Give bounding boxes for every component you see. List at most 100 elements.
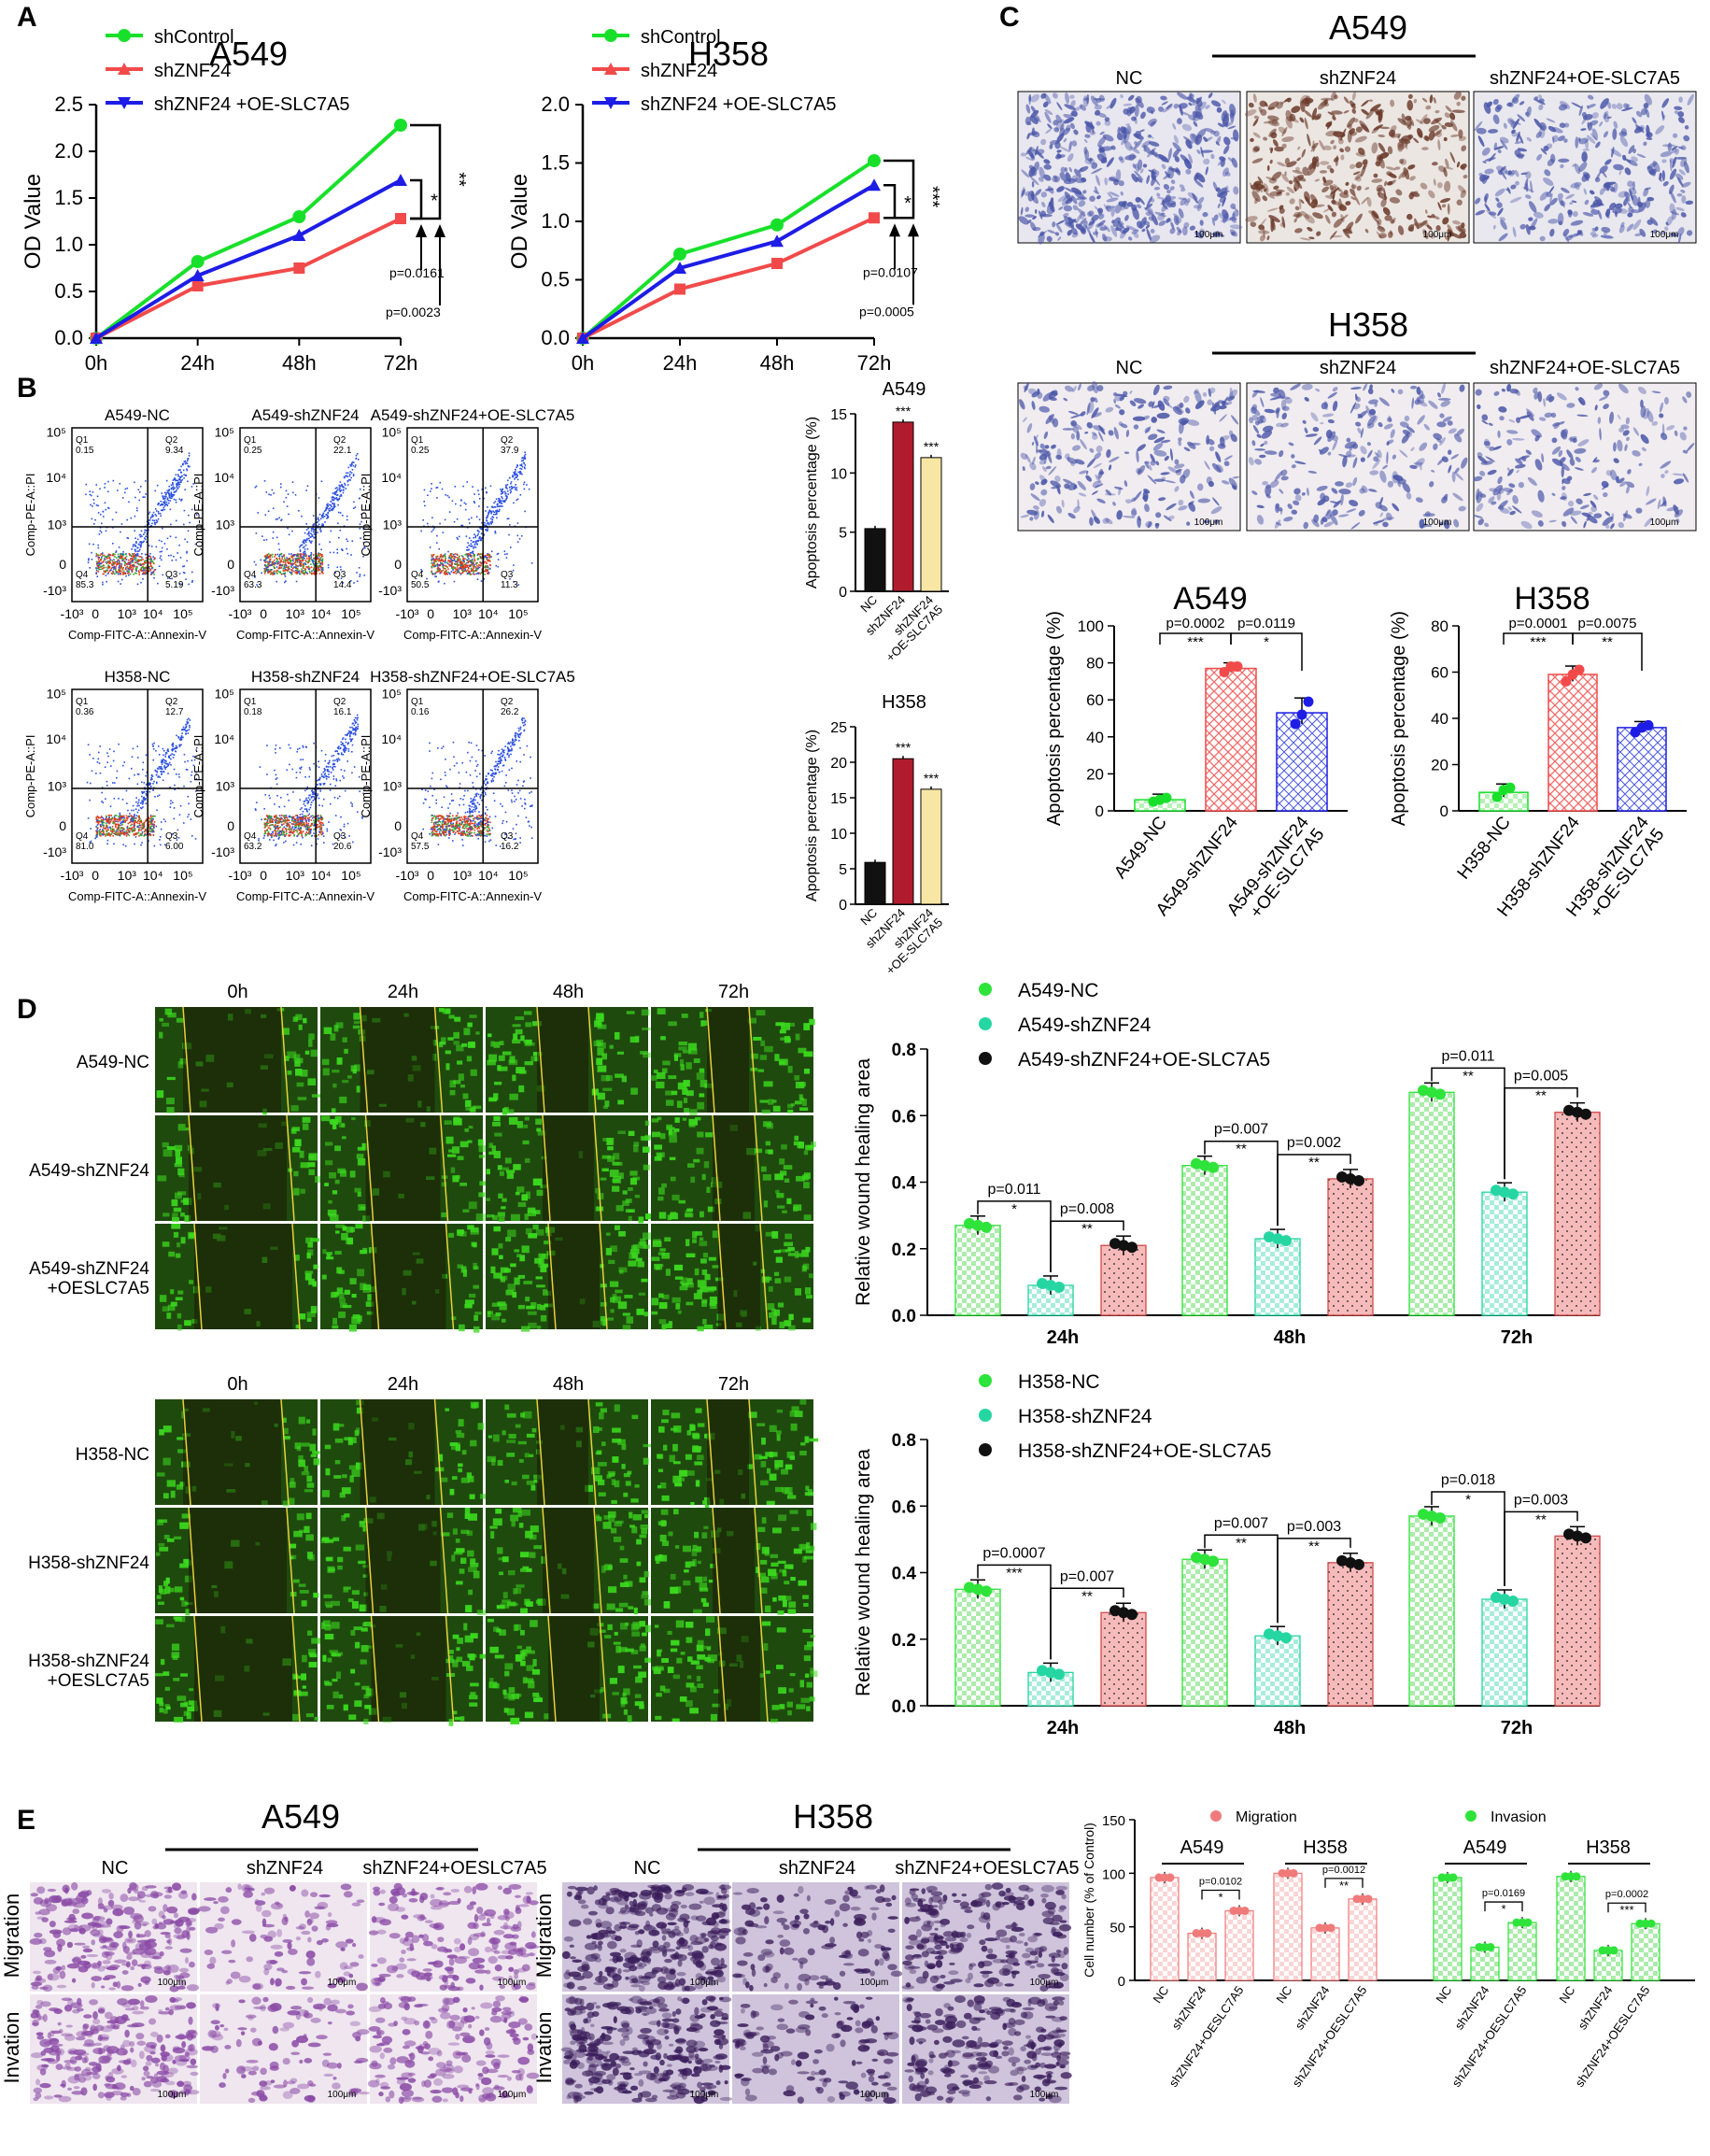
flow-event xyxy=(337,499,339,502)
flow-event xyxy=(266,773,268,775)
flow-event xyxy=(152,759,154,761)
flow-event xyxy=(142,559,144,560)
flow-event xyxy=(120,566,123,568)
legend-marker xyxy=(118,63,131,75)
flow-event xyxy=(103,560,105,562)
flow-event xyxy=(105,818,106,820)
flow-event xyxy=(117,826,120,828)
flow-event xyxy=(120,818,122,820)
flow-event xyxy=(175,745,177,747)
flow-event xyxy=(468,518,470,520)
flow-event xyxy=(284,821,287,824)
flow-event xyxy=(350,740,352,742)
flow-event xyxy=(294,569,297,572)
flow-event xyxy=(307,561,309,564)
flow-event xyxy=(516,541,519,543)
flow-event xyxy=(459,568,460,570)
flow-event xyxy=(132,804,134,807)
flow-event xyxy=(442,532,445,533)
flow-event xyxy=(172,489,175,490)
flow-event xyxy=(304,539,307,542)
flow-event xyxy=(473,574,475,575)
flow-x-tick: -10³ xyxy=(61,606,84,621)
flow-event xyxy=(97,827,99,830)
flow-event xyxy=(144,562,147,564)
flow-event xyxy=(102,516,105,518)
flow-event xyxy=(498,497,500,500)
flow-event xyxy=(497,510,500,513)
flow-event xyxy=(496,509,499,512)
flow-event xyxy=(484,570,486,573)
flow-event xyxy=(188,717,190,720)
flow-event xyxy=(274,769,276,772)
flow-event xyxy=(355,730,357,732)
flow-event xyxy=(274,556,276,558)
flow-event xyxy=(187,530,190,532)
flow-event xyxy=(155,770,157,773)
flow-event xyxy=(288,799,290,801)
flow-event xyxy=(304,804,306,807)
flow-event xyxy=(340,495,343,497)
flow-event xyxy=(164,820,167,823)
flow-event xyxy=(305,797,307,800)
flow-event xyxy=(149,827,152,830)
flow-event xyxy=(192,483,194,485)
flow-event xyxy=(301,817,303,820)
flow-event xyxy=(109,828,112,830)
flow-event xyxy=(121,553,124,556)
flow-event xyxy=(282,815,285,817)
flow-event xyxy=(312,554,315,556)
flow-event xyxy=(143,563,145,566)
flow-event xyxy=(475,561,477,564)
flow-event xyxy=(159,767,162,770)
flow-event xyxy=(306,532,309,535)
flow-event xyxy=(473,502,476,504)
flow-event xyxy=(356,714,359,716)
flow-event xyxy=(474,536,477,539)
flow-event xyxy=(140,567,143,570)
flow-event xyxy=(272,818,275,821)
flow-event xyxy=(163,761,166,764)
flow-event xyxy=(119,819,121,822)
flow-event xyxy=(434,559,436,560)
flow-event xyxy=(308,555,310,558)
flow-event xyxy=(170,554,172,557)
flow-event xyxy=(302,571,304,573)
flow-event xyxy=(176,839,178,841)
flow-event xyxy=(456,827,459,830)
flow-event xyxy=(195,778,198,780)
flow-event xyxy=(461,524,464,527)
flow-event xyxy=(273,571,275,574)
flow-event xyxy=(474,546,477,548)
flow-event xyxy=(308,775,311,778)
flow-event xyxy=(355,454,358,457)
flow-event xyxy=(317,520,319,523)
flow-event xyxy=(149,563,152,565)
flow-event xyxy=(134,545,136,547)
flow-event xyxy=(130,815,132,816)
flow-event xyxy=(318,820,320,822)
flow-event xyxy=(316,827,318,829)
flow-event xyxy=(434,560,436,562)
flow-event xyxy=(301,833,303,836)
flow-event xyxy=(307,797,310,799)
flow-event xyxy=(423,501,425,503)
flow-event xyxy=(163,506,165,509)
flow-event xyxy=(487,566,489,569)
flow-event xyxy=(137,831,140,834)
flow-x-tick: 10⁴ xyxy=(311,868,332,883)
flow-event xyxy=(473,541,475,543)
flow-event xyxy=(133,830,134,831)
flow-event xyxy=(354,720,357,723)
flow-event xyxy=(149,785,152,787)
flow-event xyxy=(519,472,522,474)
flow-event xyxy=(146,790,148,793)
flow-event xyxy=(129,554,131,557)
flow-event xyxy=(471,556,473,558)
flow-event xyxy=(113,567,116,569)
flow-event xyxy=(305,831,308,833)
flow-event xyxy=(144,572,147,574)
flow-event xyxy=(98,762,101,764)
flow-event xyxy=(434,558,437,560)
flow-event xyxy=(124,553,126,556)
